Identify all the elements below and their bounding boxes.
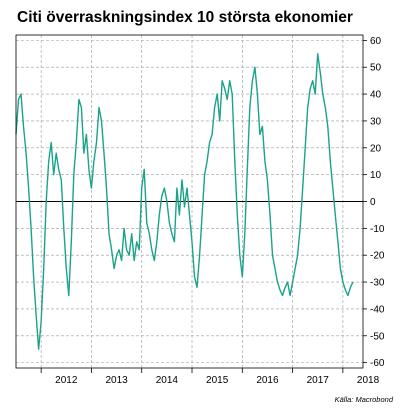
x-tick-label: 2015 [206,375,229,386]
y-tick-label: 10 [370,170,382,181]
x-tick-label: 2012 [55,375,78,386]
y-tick-label: -10 [370,224,385,235]
y-tick-label: 50 [370,63,382,74]
x-tick-label: 2018 [357,375,380,386]
series-line [15,53,354,350]
y-tick-label: -60 [370,358,385,369]
x-tick-label: 2013 [105,375,128,386]
y-tick-label: -20 [370,251,385,262]
y-tick-label: 60 [370,36,382,47]
y-tick-label: -50 [370,331,385,342]
y-tick-label: -40 [370,304,385,315]
y-tick-label: 20 [370,143,382,154]
y-tick-label: 40 [370,90,382,101]
x-tick-label: 2014 [156,375,179,386]
x-axis-ticks: 2012 2013 2014 2015 2016 2017 2018 [40,368,380,386]
y-tick-label: 0 [370,197,376,208]
y-tick-label: 30 [370,116,382,127]
y-tick-label: -30 [370,278,385,289]
y-axis-ticks: 60 50 40 30 20 10 0 -10 -20 -30 -40 -50 -60 [363,36,385,369]
x-tick-label: 2017 [307,375,330,386]
chart-title: Citi överraskningsindex 10 största ekono… [17,9,353,26]
x-tick-label: 2016 [256,375,279,386]
source-note: Källa: Macrobond [335,395,394,404]
